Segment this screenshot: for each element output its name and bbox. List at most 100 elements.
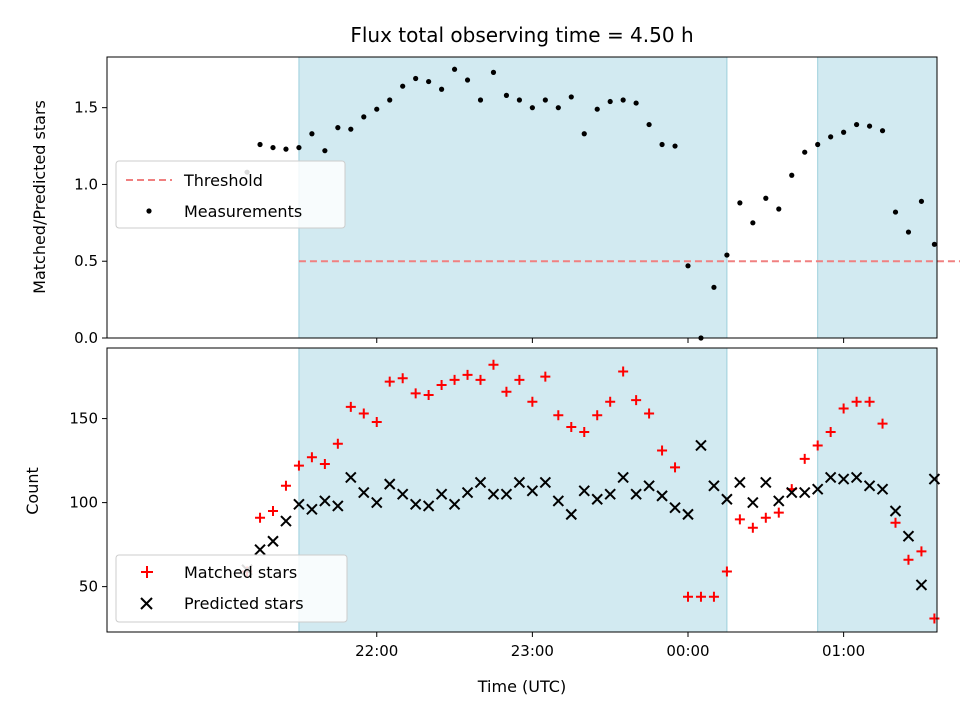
measurement-point (270, 144, 276, 151)
matched-stars-point (747, 522, 758, 533)
matched-stars-point (760, 512, 771, 523)
matched-stars-point (812, 440, 823, 451)
chart-title: Flux total observing time = 4.50 h (350, 23, 693, 47)
predicted-stars-point (773, 495, 785, 507)
measurement-point (374, 106, 380, 112)
measurement-point (451, 66, 458, 72)
measurement-point (387, 97, 393, 103)
predicted-stars-point (837, 473, 850, 485)
measurement-point (490, 69, 497, 75)
measurement-point (789, 172, 795, 178)
measurement-point (529, 105, 535, 111)
matched-stars-point (734, 514, 745, 525)
matched-stars-point (890, 517, 901, 528)
predicted-stars-point (435, 488, 448, 500)
predicted-stars-point (409, 498, 422, 510)
predicted-stars-point (915, 579, 928, 591)
matched-stars-point (255, 512, 266, 523)
predicted-stars-point (811, 483, 824, 495)
measurement-point (581, 131, 587, 137)
matched-stars-point (683, 591, 693, 602)
measurement-point (763, 195, 769, 201)
matched-stars-point (268, 506, 278, 517)
measurement-point (283, 146, 289, 152)
measurement-point (257, 141, 263, 148)
measurement-point (659, 141, 665, 148)
measurement-point (737, 200, 743, 206)
matched-legend-label: Matched stars (184, 563, 297, 582)
matched-stars-point (280, 480, 291, 491)
measurement-point (724, 252, 730, 258)
measurement-point (620, 97, 626, 103)
matched-stars-point (358, 408, 369, 419)
predicted-stars-point (656, 490, 668, 502)
measurement-point (879, 128, 886, 134)
matched-stars-point (566, 421, 577, 432)
shaded-interval-1-0 (298, 347, 728, 633)
predicted-stars-point (669, 501, 681, 514)
measurement-point (853, 121, 860, 128)
matched-stars-point (825, 427, 836, 438)
predicted-stars-point (474, 476, 487, 489)
measurement-point (464, 77, 471, 83)
measurement-point (866, 123, 873, 129)
matched-stars-point (514, 374, 525, 385)
y-tick-label: 1.0 (74, 175, 98, 193)
measurement-point (322, 148, 328, 154)
x-tick-label: 23:00 (511, 642, 554, 660)
top-y-axis-label: Matched/Predicted stars (30, 100, 49, 294)
matched-stars-point (929, 613, 940, 624)
measurement-point (438, 86, 445, 92)
predicted-stars-point (617, 471, 629, 484)
measurement-point (361, 114, 367, 120)
threshold-legend-label: Threshold (183, 171, 263, 190)
measurement-point (348, 126, 354, 132)
predicted-stars-point (630, 488, 642, 500)
matched-stars-point (579, 427, 590, 438)
x-tick-label: 01:00 (822, 642, 865, 660)
matched-stars-point (851, 396, 862, 407)
matched-stars-point (708, 591, 719, 602)
measurement-point (568, 94, 574, 100)
measurement-point (815, 141, 821, 148)
predicted-stars-point (332, 500, 344, 512)
x-axis-label: Time (UTC) (477, 677, 566, 696)
bottom-legend: Matched stars Predicted stars (115, 554, 348, 623)
y-tick-label: 1.5 (74, 99, 98, 117)
matched-stars-point (592, 410, 603, 421)
y-tick-label: 0.5 (74, 252, 98, 270)
matched-stars-point (345, 401, 356, 412)
predicted-stars-point (889, 505, 902, 517)
measurement-point (633, 100, 639, 106)
top-legend: Threshold Measurements (115, 160, 346, 229)
matched-stars-point (423, 390, 434, 401)
matched-stars-point (540, 371, 551, 382)
predicted-stars-point (734, 476, 746, 489)
measurement-point (905, 229, 912, 235)
matched-stars-point (721, 566, 732, 577)
matched-stars-point (527, 396, 538, 407)
predicted-stars-point (902, 530, 915, 542)
measurement-point (931, 241, 938, 247)
matched-stars-point (838, 403, 849, 414)
measurement-point (672, 143, 678, 149)
predicted-stars-point (345, 471, 357, 484)
matched-stars-point (864, 396, 875, 407)
matched-stars-point (371, 416, 382, 427)
measurement-point (296, 144, 302, 151)
matched-legend-swatch (141, 566, 153, 578)
predicted-legend-swatch (140, 597, 153, 610)
x-tick-label: 22:00 (355, 642, 398, 660)
matched-stars-point (397, 373, 408, 384)
measurement-point (594, 106, 600, 112)
predicted-stars-point (786, 486, 798, 499)
matched-stars-point (462, 369, 473, 380)
matched-stars-point (488, 359, 499, 370)
bottom-panel-frame (106, 347, 938, 633)
measurement-point (516, 97, 523, 103)
predicted-stars-point (306, 503, 318, 516)
predicted-stars-point (695, 439, 707, 452)
predicted-stars-point (928, 473, 941, 485)
predicted-stars-point (358, 486, 370, 499)
predicted-stars-point (396, 488, 409, 500)
